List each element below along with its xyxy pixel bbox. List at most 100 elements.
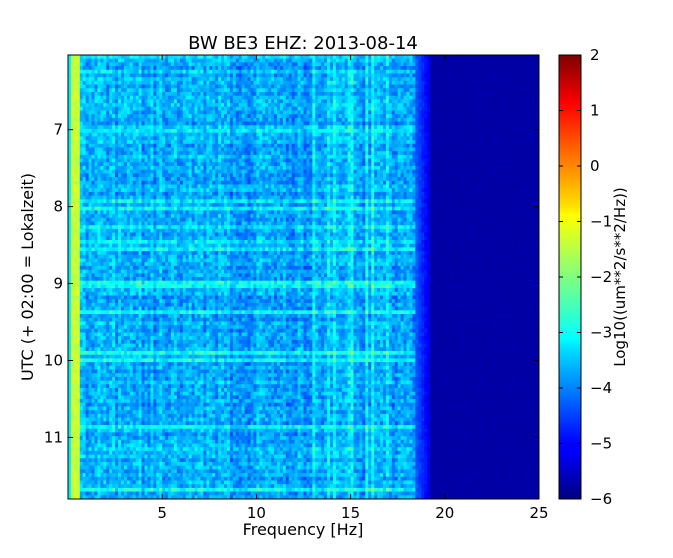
heatmap-cell	[439, 107, 442, 111]
heatmap-cell	[162, 107, 165, 111]
heatmap-cell	[156, 148, 159, 152]
heatmap-cell	[439, 166, 442, 170]
heatmap-cell	[147, 59, 150, 63]
heatmap-cell	[471, 77, 474, 81]
heatmap-cell	[327, 136, 330, 140]
heatmap-cell	[174, 59, 177, 63]
heatmap-cell	[159, 162, 162, 166]
heatmap-cell	[445, 122, 448, 126]
heatmap-cell	[533, 166, 536, 170]
heatmap-cell	[524, 151, 527, 155]
heatmap-cell	[136, 118, 139, 122]
heatmap-cell	[306, 166, 309, 170]
heatmap-cell	[448, 62, 451, 66]
heatmap-cell	[471, 107, 474, 111]
heatmap-cell	[412, 66, 415, 70]
heatmap-cell	[389, 144, 392, 148]
heatmap-cell	[518, 162, 521, 166]
heatmap-cell	[103, 140, 106, 144]
heatmap-cell	[483, 107, 486, 111]
heatmap-cell	[265, 114, 268, 118]
heatmap-cell	[306, 74, 309, 78]
heatmap-cell	[198, 99, 201, 103]
heatmap-cell	[462, 133, 465, 137]
heatmap-cell	[186, 148, 189, 152]
heatmap-cell	[424, 162, 427, 166]
heatmap-cell	[460, 96, 463, 100]
heatmap-cell	[262, 159, 265, 163]
heatmap-cell	[118, 66, 121, 70]
heatmap-cell	[92, 114, 95, 118]
heatmap-cell	[462, 88, 465, 92]
heatmap-cell	[492, 148, 495, 152]
heatmap-cell	[330, 114, 333, 118]
heatmap-cell	[380, 70, 383, 74]
heatmap-cell	[489, 136, 492, 140]
heatmap-cell	[251, 118, 254, 122]
heatmap-cell	[515, 96, 518, 100]
heatmap-cell	[368, 118, 371, 122]
heatmap-cell	[259, 99, 262, 103]
heatmap-cell	[392, 92, 395, 96]
heatmap-cell	[468, 166, 471, 170]
heatmap-cell	[203, 96, 206, 100]
heatmap-cell	[330, 125, 333, 129]
heatmap-cell	[165, 140, 168, 144]
heatmap-cell	[495, 66, 498, 70]
heatmap-cell	[507, 118, 510, 122]
heatmap-cell	[483, 99, 486, 103]
heatmap-cell	[489, 77, 492, 81]
heatmap-cell	[533, 92, 536, 96]
heatmap-cell	[465, 70, 468, 74]
heatmap-cell	[203, 159, 206, 163]
heatmap-cell	[465, 133, 468, 137]
heatmap-cell	[218, 66, 221, 70]
heatmap-cell	[330, 103, 333, 107]
heatmap-cell	[433, 162, 436, 166]
heatmap-cell	[524, 103, 527, 107]
heatmap-cell	[112, 133, 115, 137]
heatmap-cell	[324, 122, 327, 126]
heatmap-cell	[477, 129, 480, 133]
heatmap-cell	[498, 151, 501, 155]
heatmap-cell	[230, 114, 233, 118]
heatmap-cell	[139, 66, 142, 70]
heatmap-cell	[330, 129, 333, 133]
heatmap-cell	[200, 144, 203, 148]
heatmap-cell	[530, 55, 533, 59]
heatmap-cell	[362, 114, 365, 118]
heatmap-cell	[330, 162, 333, 166]
heatmap-cell	[224, 107, 227, 111]
heatmap-cell	[177, 99, 180, 103]
heatmap-cell	[162, 170, 165, 174]
heatmap-cell	[371, 151, 374, 155]
heatmap-cell	[309, 59, 312, 63]
heatmap-cell	[195, 136, 198, 140]
heatmap-cell	[501, 140, 504, 144]
heatmap-cell	[177, 88, 180, 92]
heatmap-cell	[377, 55, 380, 59]
heatmap-cell	[100, 85, 103, 89]
heatmap-cell	[306, 151, 309, 155]
heatmap-cell	[83, 136, 86, 140]
heatmap-cell	[189, 125, 192, 129]
heatmap-cell	[501, 92, 504, 96]
heatmap-cell	[495, 151, 498, 155]
heatmap-cell	[368, 103, 371, 107]
heatmap-cell	[377, 155, 380, 159]
heatmap-cell	[265, 66, 268, 70]
heatmap-cell	[127, 125, 130, 129]
heatmap-cell	[233, 166, 236, 170]
heatmap-cell	[209, 148, 212, 152]
heatmap-cell	[292, 122, 295, 126]
heatmap-cell	[298, 151, 301, 155]
heatmap-cell	[513, 118, 516, 122]
heatmap-cell	[171, 103, 174, 107]
heatmap-cell	[298, 144, 301, 148]
heatmap-cell	[218, 151, 221, 155]
heatmap-cell	[533, 74, 536, 78]
heatmap-cell	[106, 148, 109, 152]
heatmap-cell	[192, 159, 195, 163]
heatmap-cell	[377, 103, 380, 107]
heatmap-cell	[248, 96, 251, 100]
